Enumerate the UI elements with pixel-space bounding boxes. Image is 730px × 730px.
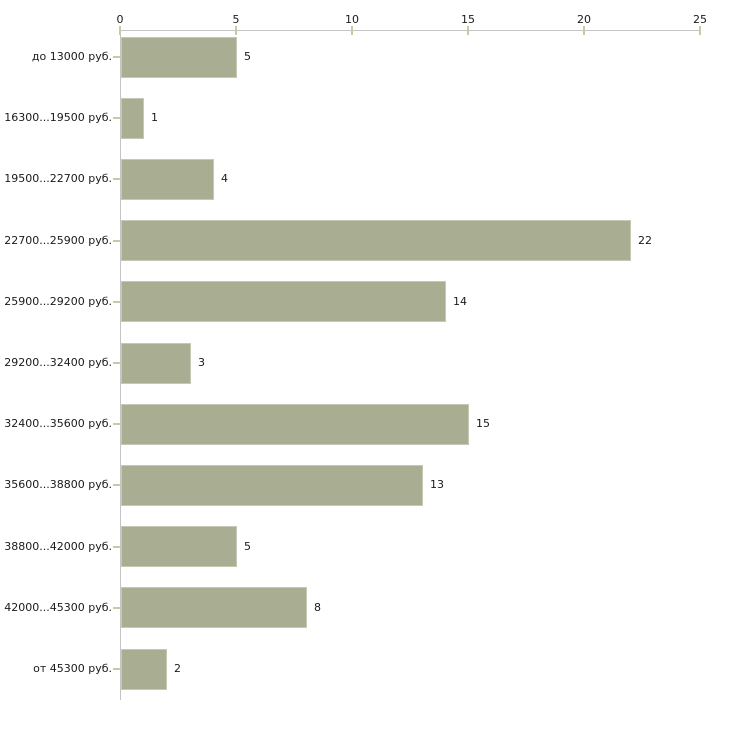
x-tick-mark <box>583 26 585 35</box>
bar <box>121 343 191 384</box>
category-label: 19500...22700 руб. <box>4 172 112 185</box>
value-label: 3 <box>198 356 205 369</box>
x-tick-label: 0 <box>116 13 124 26</box>
category-label: от 45300 руб. <box>33 662 112 675</box>
x-tick-label: 5 <box>232 13 240 26</box>
category-label: 29200...32400 руб. <box>4 356 112 369</box>
category-tick-mark <box>113 301 120 303</box>
x-tick-label: 10 <box>345 13 359 26</box>
bar <box>121 159 214 200</box>
value-label: 4 <box>221 172 228 185</box>
value-label: 14 <box>453 295 467 308</box>
x-tick-label: 20 <box>577 13 591 26</box>
category-label: 35600...38800 руб. <box>4 478 112 491</box>
bar <box>121 281 446 322</box>
bar <box>121 526 237 567</box>
x-tick-mark <box>119 26 121 35</box>
category-label: 16300...19500 руб. <box>4 111 112 124</box>
value-label: 5 <box>244 540 251 553</box>
category-tick-mark <box>113 668 120 670</box>
bar <box>121 98 144 139</box>
category-label: 22700...25900 руб. <box>4 234 112 247</box>
bar <box>121 649 167 690</box>
category-tick-mark <box>113 607 120 609</box>
category-tick-mark <box>113 240 120 242</box>
category-label: 25900...29200 руб. <box>4 295 112 308</box>
bar <box>121 404 469 445</box>
x-tick-label: 15 <box>461 13 475 26</box>
bar <box>121 587 307 628</box>
category-tick-mark <box>113 423 120 425</box>
x-tick-mark <box>699 26 701 35</box>
bar <box>121 220 631 261</box>
category-tick-mark <box>113 117 120 119</box>
category-label: до 13000 руб. <box>31 50 112 63</box>
x-tick-mark <box>351 26 353 35</box>
value-label: 13 <box>430 478 444 491</box>
value-label: 1 <box>151 111 158 124</box>
category-label: 32400...35600 руб. <box>4 417 112 430</box>
category-label: 38800...42000 руб. <box>4 540 112 553</box>
category-tick-mark <box>113 546 120 548</box>
value-label: 5 <box>244 50 251 63</box>
value-label: 15 <box>476 417 490 430</box>
value-label: 22 <box>638 234 652 247</box>
category-tick-mark <box>113 56 120 58</box>
value-label: 2 <box>174 662 181 675</box>
category-tick-mark <box>113 484 120 486</box>
x-tick-mark <box>235 26 237 35</box>
category-tick-mark <box>113 362 120 364</box>
category-label: 42000...45300 руб. <box>4 601 112 614</box>
x-axis-line <box>120 30 701 31</box>
bar <box>121 37 237 78</box>
category-tick-mark <box>113 178 120 180</box>
value-label: 8 <box>314 601 321 614</box>
y-axis-line <box>120 30 121 700</box>
x-tick-mark <box>467 26 469 35</box>
x-tick-label: 25 <box>693 13 707 26</box>
bar <box>121 465 423 506</box>
